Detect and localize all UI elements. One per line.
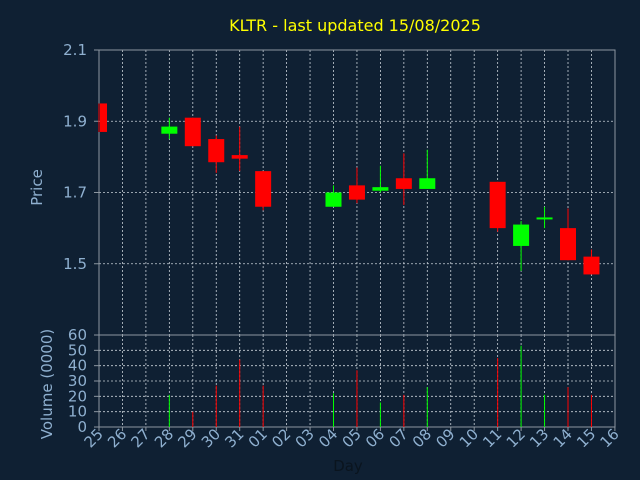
volume-bars [168,345,592,427]
candle-body [231,155,248,159]
x-axis-label: Day [333,457,363,475]
volume-axis-label: Volume (0000) [38,329,56,439]
price-tick-label: 2.1 [63,41,87,59]
x-tick-label: 28 [151,425,177,451]
x-tick-label: 31 [221,425,247,451]
x-tick-label: 08 [409,425,435,451]
x-tick-label: 03 [292,425,318,451]
candle-body [348,185,365,200]
candle-body [325,192,342,207]
volume-tick-label: 60 [68,326,87,344]
candle-body [100,103,107,132]
candle-body [536,217,553,220]
x-tick-label: 05 [339,425,365,451]
candle-body [184,117,201,147]
volume-tick-label: 30 [68,372,87,390]
x-axis: 2526272829303101020304050607080910111213… [81,425,623,451]
price-tick-label: 1.5 [63,255,87,273]
x-tick-label: 10 [456,425,482,451]
volume-tick-label: 50 [68,341,87,359]
candle-body [395,178,412,189]
candles [98,103,600,275]
candle-body [161,126,178,134]
price-tick-label: 1.7 [63,184,87,202]
x-tick-label: 15 [573,425,599,451]
x-tick-label: 11 [479,425,505,451]
candle-body [372,187,389,191]
volume-tick-label: 10 [68,403,87,421]
x-tick-label: 16 [596,425,622,451]
x-tick-label: 06 [362,425,388,451]
candle-body [583,256,600,275]
volume-tick-label: 40 [68,357,87,375]
x-tick-label: 26 [104,425,130,451]
candle-body [513,224,530,246]
x-tick-label: 09 [432,425,458,451]
volume-tick-label: 0 [77,418,87,436]
x-tick-label: 13 [526,425,552,451]
x-tick-label: 04 [315,425,341,451]
price-panel: 2.1 1.9 1.7 1.5 [63,41,616,336]
x-tick-label: 01 [245,425,271,451]
x-tick-label: 29 [174,425,200,451]
candle-body [489,181,506,229]
price-axis-label: Price [28,169,46,206]
candle-body [560,228,576,261]
price-y-axis: 2.1 1.9 1.7 1.5 [63,41,99,273]
x-tick-label: 07 [385,425,411,451]
candle-body [208,139,225,163]
candle-body [255,171,272,207]
x-tick-label: 02 [268,425,294,451]
price-tick-label: 1.9 [63,112,87,130]
x-tick-label: 12 [503,425,529,451]
x-tick-label: 27 [127,425,153,451]
x-tick-label: 30 [198,425,224,451]
x-tick-label: 14 [550,425,576,451]
volume-tick-label: 20 [68,387,87,405]
chart-title: KLTR - last updated 15/08/2025 [229,16,481,35]
candle-body [419,178,436,189]
